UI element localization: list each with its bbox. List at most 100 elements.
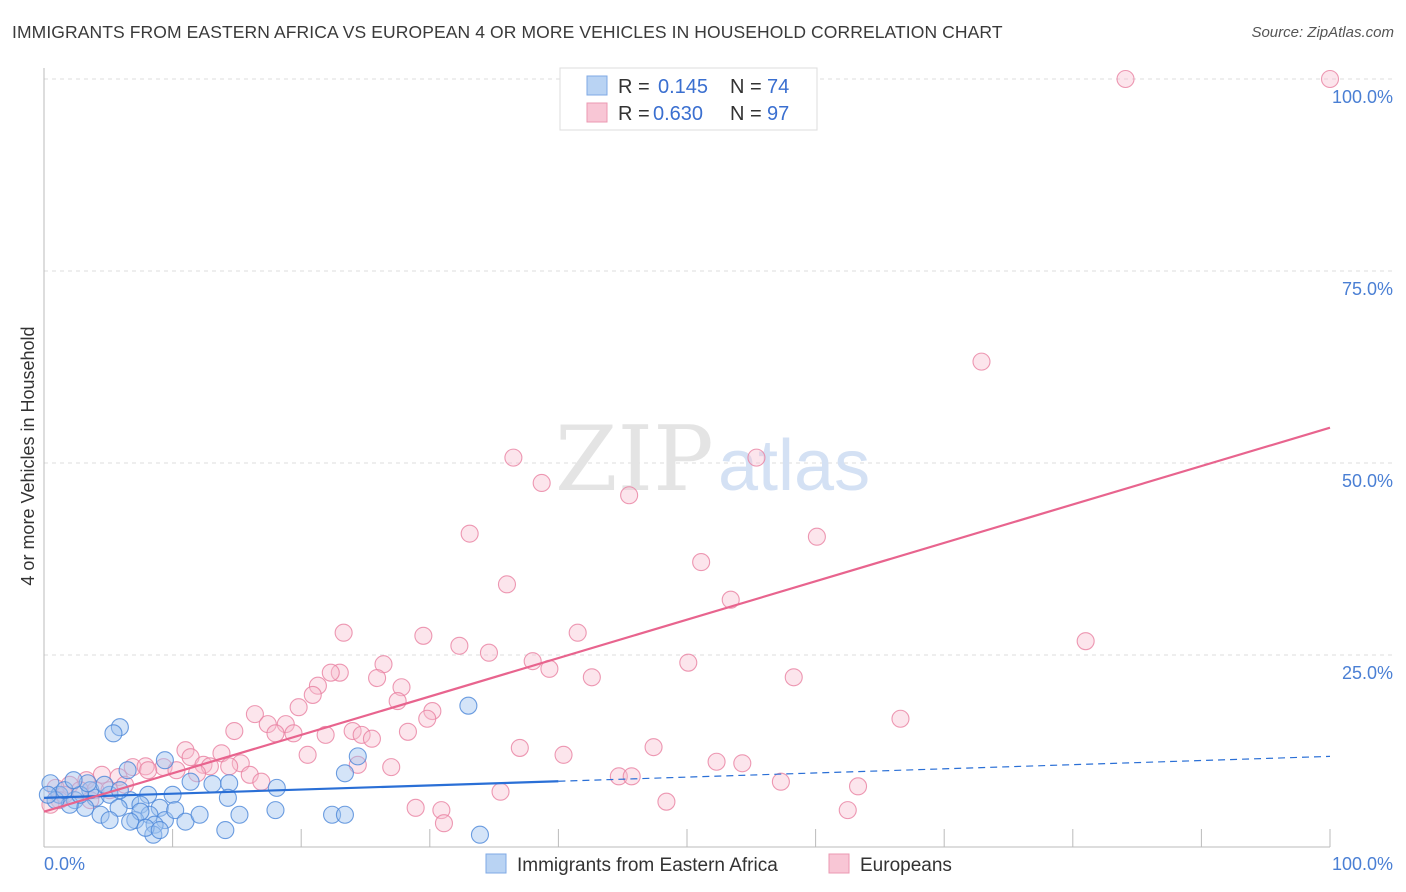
y-tick-label: 100.0% <box>1332 87 1393 107</box>
legend-r-value: 0.630 <box>653 103 703 125</box>
european-point <box>622 767 641 786</box>
bottom-legend: Immigrants from Eastern Africa Europeans <box>485 853 952 876</box>
y-tick-label: 50.0% <box>1342 471 1393 491</box>
legend-swatch-blue <box>586 75 608 96</box>
european-point <box>368 668 387 688</box>
european-point <box>510 738 529 757</box>
european-point <box>258 715 277 734</box>
grid <box>44 78 1393 656</box>
european-point <box>504 448 523 467</box>
eastern-africa-point <box>348 747 367 766</box>
legend-label-europeans: Europeans <box>860 855 952 876</box>
european-point <box>771 772 790 791</box>
european-point <box>807 527 826 546</box>
european-point <box>460 524 479 543</box>
svg-text:atlas: atlas <box>718 426 870 506</box>
legend-r-label: R = <box>618 76 650 98</box>
european-point <box>1076 632 1095 651</box>
legend-n-label: N = <box>730 103 762 125</box>
eastern-africa-point <box>136 818 155 837</box>
european-point <box>657 792 676 811</box>
european-point <box>123 758 142 777</box>
european-point <box>406 798 425 817</box>
european-point <box>532 473 551 493</box>
european-point <box>334 623 353 642</box>
eastern-africa-point <box>267 778 286 797</box>
eastern-africa-point <box>78 774 97 793</box>
european-point <box>891 709 910 728</box>
eastern-africa-point <box>230 805 249 824</box>
european-point <box>497 575 517 594</box>
stats-legend: R = 0.145 N = 74 R = 0.630 N = 97 <box>559 67 818 131</box>
eastern-africa-point <box>91 805 110 824</box>
y-tick-label: 25.0% <box>1342 663 1393 683</box>
european-point <box>707 752 726 771</box>
european-point <box>352 725 371 744</box>
european-point <box>609 767 628 786</box>
european-point <box>245 705 264 724</box>
eastern-africa-point <box>190 805 209 824</box>
eastern-africa-trend-line-extension <box>558 755 1331 782</box>
european-point <box>838 801 857 820</box>
eastern-africa-trend-line <box>43 780 559 799</box>
european-point <box>240 765 259 784</box>
european-point <box>479 643 499 662</box>
eastern-africa-point <box>323 805 342 824</box>
eastern-africa-point <box>216 821 235 840</box>
legend-swatch-blue <box>485 853 507 874</box>
european-point <box>225 721 244 741</box>
european-point <box>398 722 417 741</box>
source-label: Source: ZipAtlas.com <box>1251 24 1394 41</box>
european-point <box>139 761 158 780</box>
eastern-africa-point <box>150 821 169 840</box>
eastern-africa-point <box>121 812 140 831</box>
eastern-africa-point <box>166 801 185 820</box>
european-point <box>848 777 868 796</box>
x-tick-label-max: 100.0% <box>1332 854 1393 874</box>
eastern-africa-point <box>100 811 119 830</box>
european-point <box>362 729 381 748</box>
legend-swatch-pink <box>828 853 850 874</box>
european-trend-line <box>43 426 1331 813</box>
european-point <box>50 791 69 810</box>
european-point <box>554 745 573 764</box>
eastern-africa-point <box>266 801 285 820</box>
legend-n-label: N = <box>730 76 762 98</box>
chart-title: IMMIGRANTS FROM EASTERN AFRICA VS EUROPE… <box>12 22 1003 42</box>
european-point <box>308 676 327 695</box>
eastern-africa-point <box>38 785 57 804</box>
european-point <box>582 668 601 687</box>
european-point <box>343 721 362 741</box>
legend-label-eastern-africa: Immigrants from Eastern Africa <box>517 855 778 876</box>
legend-swatch-pink <box>586 102 608 123</box>
european-point <box>276 715 295 734</box>
european-point <box>109 768 128 787</box>
european-point <box>679 653 698 672</box>
european-point <box>733 754 752 773</box>
eastern-africa-point <box>144 825 163 844</box>
eastern-africa-point <box>335 764 354 783</box>
european-point <box>321 663 340 682</box>
eastern-africa-point <box>118 761 137 780</box>
european-point <box>784 668 803 687</box>
eastern-africa-point <box>181 772 200 791</box>
legend-r-label: R = <box>618 103 650 125</box>
european-point <box>721 590 740 609</box>
eastern-africa-point <box>155 751 174 770</box>
european-point <box>266 724 285 743</box>
eastern-africa-point <box>109 798 128 817</box>
european-point <box>568 623 587 642</box>
european-point <box>972 352 991 371</box>
european-point <box>1116 69 1135 89</box>
european-point <box>382 758 401 777</box>
points <box>38 69 1340 844</box>
eastern-africa-point <box>104 724 123 743</box>
european-point <box>303 685 322 704</box>
legend-n-value: 74 <box>767 76 789 98</box>
european-point <box>450 636 469 655</box>
european-point <box>252 772 271 791</box>
eastern-africa-point <box>335 805 354 824</box>
european-point <box>414 626 433 645</box>
european-point <box>692 553 711 572</box>
